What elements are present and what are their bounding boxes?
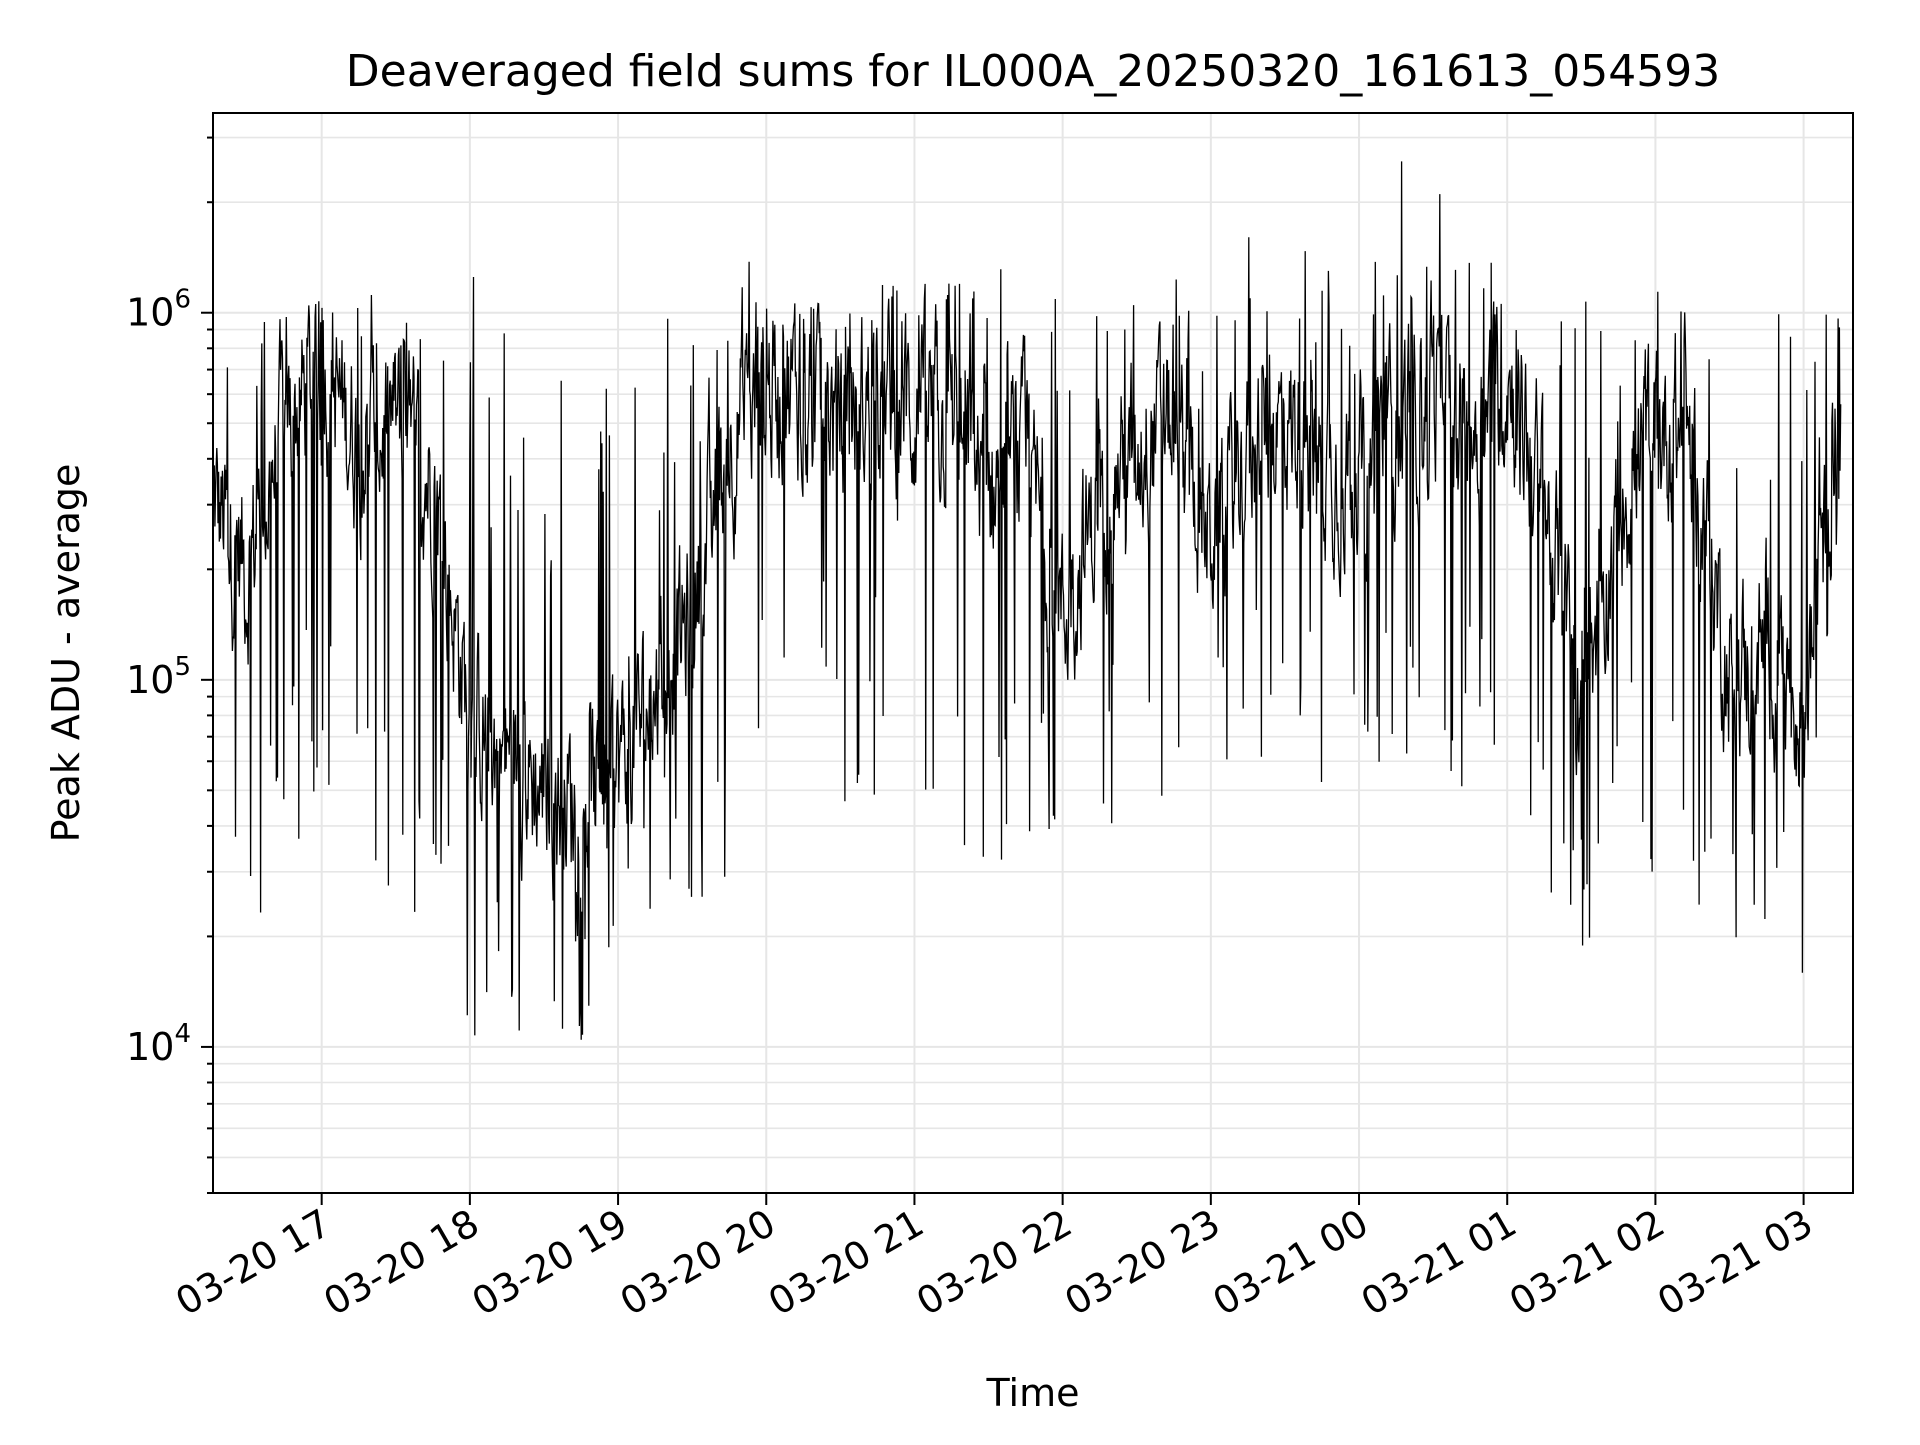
y-tick-label: 106 (126, 285, 191, 335)
y-axis-label: Peak ADU - average (44, 464, 88, 843)
x-axis-label: Time (986, 1371, 1080, 1415)
y-tick-label-base: 10 (126, 658, 174, 702)
y-tick-label-base: 10 (126, 291, 174, 335)
y-tick-label-base: 10 (126, 1025, 174, 1069)
y-tick-label-exponent: 6 (174, 285, 191, 315)
y-tick-label-exponent: 5 (174, 652, 191, 682)
y-tick-label: 104 (126, 1019, 191, 1069)
series-layer (212, 161, 1842, 1040)
plot-frame (212, 112, 1854, 1194)
series-line (212, 161, 1842, 1040)
y-tick-label-exponent: 4 (174, 1019, 191, 1049)
chart-title: Deaveraged field sums for IL000A_2025032… (346, 46, 1720, 97)
y-tick-label: 105 (126, 652, 191, 702)
